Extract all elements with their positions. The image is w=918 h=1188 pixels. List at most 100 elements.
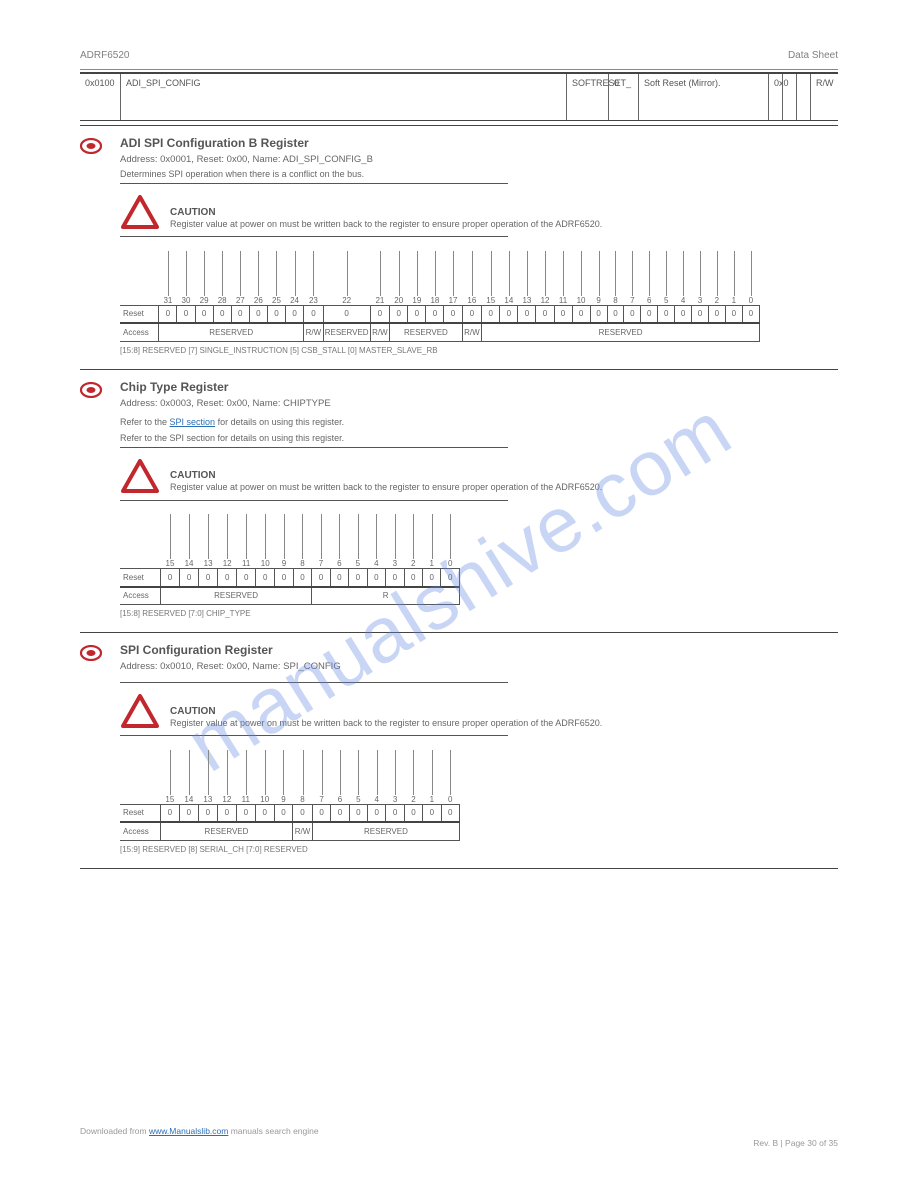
bit-number-cell: 4 xyxy=(675,249,692,305)
bit-number-cell: 1 xyxy=(423,748,441,804)
register-section-spi-b: ADI SPI Configuration B Register Address… xyxy=(80,126,838,370)
bit-number-cell: 20 xyxy=(390,249,408,305)
bit-table: 3130292827262524232221201918171615141312… xyxy=(120,249,760,342)
bit-chart: 1514131211109876543210Reset0000000000000… xyxy=(120,513,838,606)
bit-number-cell: 7 xyxy=(624,249,641,305)
section-subref: Refer to the SPI section for details on … xyxy=(120,417,838,427)
caution-text-block: CAUTION Register value at power on must … xyxy=(170,470,838,493)
bit-access-span: R/W xyxy=(370,323,390,341)
bit-number-cell: 9 xyxy=(275,513,293,569)
bit-reset-cell: 0 xyxy=(231,305,249,323)
bit-reset-cell: 0 xyxy=(444,305,462,323)
bit-number-cell: 28 xyxy=(213,249,231,305)
bit-reset-cell: 0 xyxy=(180,569,199,587)
bit-reset-cell: 0 xyxy=(386,569,404,587)
page-number: Rev. B | Page 30 of 35 xyxy=(80,1138,838,1148)
bit-reset-cell: 0 xyxy=(404,569,422,587)
bit-number-cell: 18 xyxy=(426,249,444,305)
section-address-line: Address: 0x0010, Reset: 0x00, Name: SPI_… xyxy=(120,661,838,672)
bit-reset-cell: 0 xyxy=(274,804,292,822)
bit-number-cell: 12 xyxy=(218,513,237,569)
table-row: 0x0100 ADI_SPI_CONFIG SOFTRESET_ 0 Soft … xyxy=(80,74,838,120)
section-body: ADI SPI Configuration B Register Address… xyxy=(120,136,838,355)
spi-section-link[interactable]: SPI section xyxy=(170,417,216,427)
manualslib-link[interactable]: www.Manualslib.com xyxy=(149,1126,228,1136)
section-marker xyxy=(80,136,120,355)
bit-number-cell: 9 xyxy=(590,249,607,305)
caution-underline xyxy=(120,735,508,736)
caution-heading: CAUTION xyxy=(170,470,838,481)
bit-number-cell: 13 xyxy=(518,249,536,305)
bit-access-span: R/W xyxy=(293,822,313,840)
bit-reset-cell: 0 xyxy=(692,305,709,323)
oval-bullet-icon xyxy=(80,645,102,661)
bit-table: 1514131211109876543210Reset0000000000000… xyxy=(120,748,460,841)
bit-reset-cell: 0 xyxy=(293,569,311,587)
bit-row-label: Reset xyxy=(120,569,160,587)
bit-reset-cell: 0 xyxy=(159,305,177,323)
bit-row-label xyxy=(120,748,160,804)
section-title-row: SPI Configuration Register xyxy=(120,643,838,657)
bit-number-cell: 31 xyxy=(159,249,177,305)
caution-triangle-icon xyxy=(120,693,160,729)
bit-number-cell: 10 xyxy=(255,748,274,804)
bit-number-cell: 17 xyxy=(444,249,462,305)
bit-number-cell: 15 xyxy=(482,249,500,305)
bit-number-cell: 19 xyxy=(408,249,426,305)
bit-number-cell: 22 xyxy=(323,249,370,305)
bit-access-span: R/W xyxy=(304,323,324,341)
caution-underline xyxy=(120,500,508,501)
caution-row: CAUTION Register value at power on must … xyxy=(120,693,838,729)
bit-reset-cell: 0 xyxy=(349,569,367,587)
section-marker xyxy=(80,380,120,619)
bit-reset-cell: 0 xyxy=(482,305,500,323)
bit-reset-cell: 0 xyxy=(323,305,370,323)
bit-reset-cell: 0 xyxy=(658,305,675,323)
section-description: Determines SPI operation when there is a… xyxy=(120,169,508,184)
header-rule xyxy=(80,69,838,70)
bit-number-cell: 9 xyxy=(274,748,292,804)
cell-access: R/W xyxy=(810,74,838,120)
bit-access-span: RESERVED xyxy=(390,323,462,341)
bit-reset-cell: 0 xyxy=(390,305,408,323)
bit-reset-cell: 0 xyxy=(198,804,217,822)
top-table-row-wrap: 0x0100 ADI_SPI_CONFIG SOFTRESET_ 0 Soft … xyxy=(80,72,838,121)
bit-reset-cell: 0 xyxy=(349,804,367,822)
bit-reset-cell: 0 xyxy=(312,569,330,587)
bit-number-cell: 29 xyxy=(195,249,213,305)
bit-row-label: Access xyxy=(120,587,160,605)
bit-number-cell: 4 xyxy=(368,748,386,804)
section-marker xyxy=(80,643,120,854)
bit-number-cell: 24 xyxy=(286,249,304,305)
bit-reset-cell: 0 xyxy=(423,569,441,587)
bit-reset-cell: 0 xyxy=(177,305,195,323)
bit-reset-cell: 0 xyxy=(386,804,404,822)
cell-desc: Soft Reset (Mirror). xyxy=(638,74,768,120)
bit-number-cell: 5 xyxy=(349,748,367,804)
cell-name-text: ADI_SPI_CONFIG xyxy=(126,78,561,88)
oval-bullet-icon xyxy=(80,382,102,398)
bit-reset-cell: 0 xyxy=(331,804,349,822)
bit-reset-cell: 0 xyxy=(518,305,536,323)
bit-reset-cell: 0 xyxy=(441,569,460,587)
bit-number-cell: 16 xyxy=(462,249,482,305)
bit-reset-cell: 0 xyxy=(590,305,607,323)
section-description: Refer to the SPI section for details on … xyxy=(120,433,508,448)
bit-number-cell: 3 xyxy=(386,748,404,804)
bit-reset-cell: 0 xyxy=(624,305,641,323)
bit-row-label: Reset xyxy=(120,804,160,822)
cell-name: ADI_SPI_CONFIG xyxy=(120,74,566,120)
bit-reset-cell: 0 xyxy=(554,305,572,323)
bit-number-cell: 8 xyxy=(607,249,624,305)
cell-bit: 0 xyxy=(608,74,638,120)
bit-reset-cell: 0 xyxy=(218,569,237,587)
footer-download-line: Downloaded from www.Manualslib.com manua… xyxy=(80,1126,838,1136)
bit-number-cell: 4 xyxy=(367,513,385,569)
bit-reset-cell: 0 xyxy=(441,804,459,822)
cell-b xyxy=(782,74,796,120)
bit-number-cell: 27 xyxy=(231,249,249,305)
bit-number-cell: 23 xyxy=(304,249,324,305)
oval-bullet-icon xyxy=(80,138,102,154)
bit-number-cell: 3 xyxy=(386,513,404,569)
bit-number-cell: 12 xyxy=(536,249,554,305)
